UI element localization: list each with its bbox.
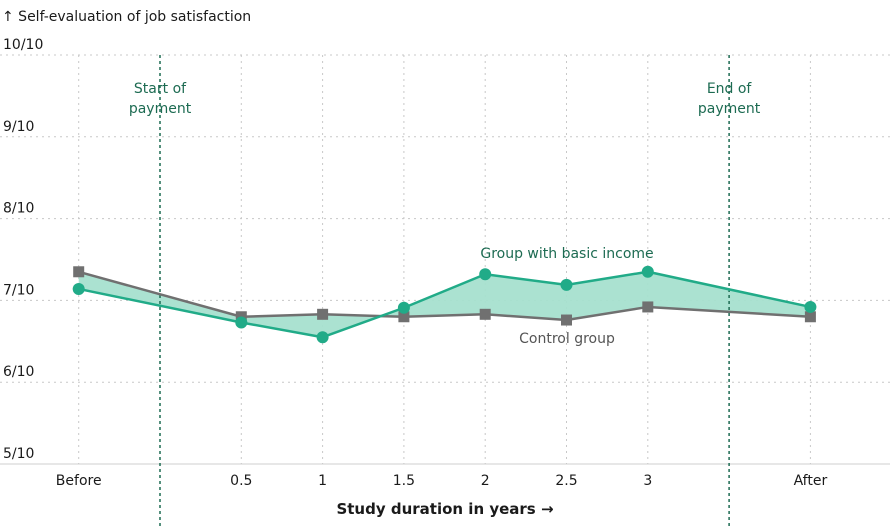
basic-income-point bbox=[560, 278, 573, 291]
x-tick-label: 1.5 bbox=[393, 473, 415, 489]
series-lines bbox=[78, 270, 811, 339]
grid bbox=[0, 54, 890, 465]
x-tick-label: After bbox=[794, 473, 828, 489]
basic-income-point bbox=[641, 265, 654, 278]
basic-income-point bbox=[235, 316, 248, 329]
control-group-point bbox=[804, 311, 816, 323]
series-markers bbox=[72, 265, 817, 344]
control-group-point bbox=[398, 311, 410, 323]
x-tick-label: 1 bbox=[318, 473, 327, 489]
control-group-point bbox=[317, 308, 329, 320]
y-tick-label: 10/10 bbox=[3, 37, 43, 53]
y-tick-label: 9/10 bbox=[3, 119, 34, 135]
x-tick-label: 2 bbox=[481, 473, 490, 489]
end-of-payment-label: End of payment bbox=[698, 81, 761, 117]
control-group-point bbox=[479, 308, 491, 320]
control-group-point bbox=[561, 314, 572, 326]
basic-income-point bbox=[316, 331, 329, 344]
y-tick-label: 7/10 bbox=[3, 282, 34, 298]
difference-area bbox=[78, 271, 811, 338]
difference-fill bbox=[78, 271, 811, 338]
y-tick-label: 6/10 bbox=[3, 364, 34, 380]
y-tick-label: 8/10 bbox=[3, 201, 34, 217]
control-group-series-label: Control group bbox=[519, 331, 615, 347]
x-tick-label: 0.5 bbox=[230, 473, 252, 489]
x-tick-label: Before bbox=[56, 473, 102, 489]
basic-income-line bbox=[78, 270, 811, 339]
basic-income-series-label: Group with basic income bbox=[480, 246, 653, 262]
x-tick-label: 2.5 bbox=[555, 473, 577, 489]
basic-income-point bbox=[72, 282, 85, 295]
control-group-point bbox=[642, 301, 654, 313]
basic-income-point bbox=[479, 268, 492, 281]
basic-income-point bbox=[397, 301, 410, 314]
control-group-line bbox=[78, 270, 811, 322]
control-group-point bbox=[73, 266, 85, 278]
start-of-payment-label: Start of payment bbox=[129, 81, 192, 117]
x-tick-label: 3 bbox=[643, 473, 652, 489]
y-axis-title: ↑ Self-evaluation of job satisfaction bbox=[2, 9, 251, 25]
basic-income-point bbox=[804, 300, 817, 313]
chart-labels: 5/10 6/10 7/10 8/10 9/10 10/10 Before 0.5 1 1.5 2 2… bbox=[3, 37, 827, 489]
y-tick-label: 5/10 bbox=[3, 446, 34, 462]
x-axis-title: Study duration in years → bbox=[336, 500, 553, 518]
